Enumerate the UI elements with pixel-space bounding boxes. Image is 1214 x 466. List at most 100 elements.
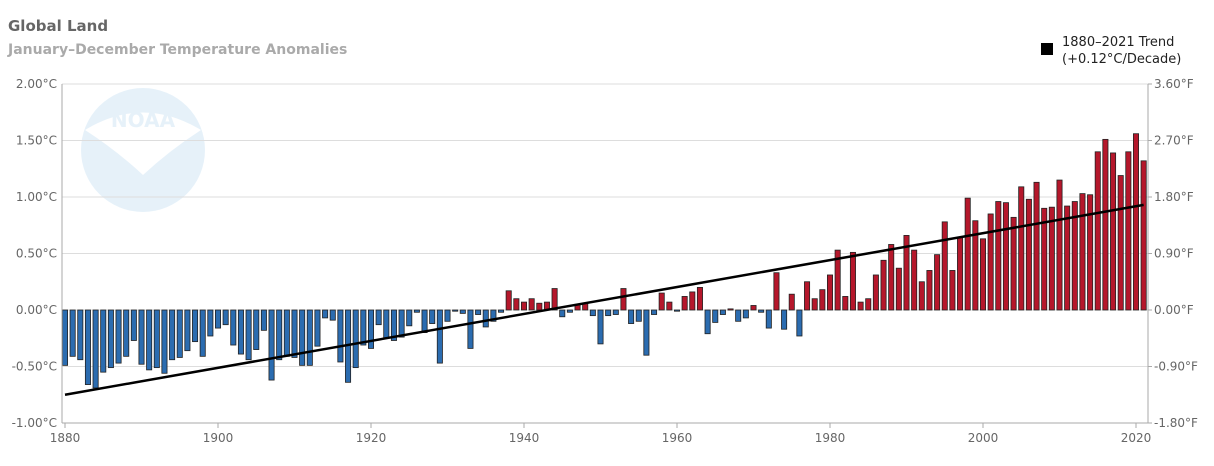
chart-title: Global Land	[8, 17, 109, 35]
bar-1911	[299, 309, 306, 366]
bar-1990	[903, 235, 910, 311]
bar-1950	[597, 309, 604, 345]
bar-1978	[811, 298, 818, 311]
bar-1929	[436, 309, 443, 364]
bar-2020	[1133, 133, 1140, 311]
bar-1965	[712, 309, 719, 323]
bar-1908	[276, 309, 283, 361]
bar-1936	[490, 309, 497, 322]
bar-1996	[949, 270, 956, 311]
bar-1895	[176, 309, 183, 358]
bar-1912	[306, 309, 313, 366]
bar-1972	[765, 309, 772, 329]
bar-2007	[1033, 181, 1040, 311]
bar-1885	[100, 309, 107, 373]
bar-2006	[1025, 198, 1032, 311]
bar-1910	[291, 309, 298, 358]
bar-1887	[115, 309, 122, 364]
bar-2001	[987, 213, 994, 311]
bar-2013	[1079, 193, 1086, 311]
bar-1967	[727, 308, 734, 311]
bar-1953	[620, 288, 627, 311]
x-tick-label: 1880	[50, 431, 81, 445]
y-tick-label-right: -1.80°F	[1154, 416, 1198, 430]
bar-1989	[895, 267, 902, 311]
bar-1893	[161, 309, 168, 374]
bar-2021	[1140, 160, 1147, 311]
bar-2019	[1125, 151, 1132, 311]
x-tick-label: 2000	[968, 431, 999, 445]
bar-2016	[1102, 138, 1109, 311]
bar-1964	[704, 309, 711, 335]
bar-2012	[1071, 201, 1078, 311]
bar-2015	[1094, 151, 1101, 311]
bar-1995	[941, 221, 948, 311]
bar-1945	[559, 309, 566, 318]
y-tick-label-left: -0.50°C	[12, 360, 57, 374]
bar-1986	[872, 274, 879, 311]
noaa-logo: NOAA	[81, 88, 205, 212]
bar-1944	[551, 288, 558, 311]
bar-1979	[819, 289, 826, 311]
bar-1933	[467, 309, 474, 349]
bar-1924	[398, 309, 405, 338]
x-tick-label: 1900	[203, 431, 234, 445]
bar-1894	[169, 309, 176, 361]
bar-1991	[911, 249, 918, 311]
bar-1920	[367, 309, 374, 349]
bar-1992	[918, 281, 925, 311]
bar-1987	[880, 259, 887, 311]
bar-2010	[1056, 179, 1063, 311]
y-tick-label-right: 0.90°F	[1154, 247, 1194, 261]
y-tick-label-left: 2.00°C	[16, 77, 57, 91]
bar-1880	[62, 309, 69, 366]
bar-1959	[666, 301, 673, 311]
chart-subtitle: January–December Temperature Anomalies	[8, 42, 348, 58]
bar-1907	[268, 309, 275, 381]
y-tick-label-left: 1.00°C	[16, 190, 57, 204]
x-tick-label: 1920	[356, 431, 387, 445]
y-tick-label-right: 3.60°F	[1154, 77, 1194, 91]
bar-1886	[107, 309, 114, 369]
bar-1971	[758, 309, 765, 313]
bar-2017	[1110, 152, 1117, 311]
bar-1937	[498, 309, 505, 313]
bar-1963	[696, 286, 703, 311]
x-tick-label: 1960	[662, 431, 693, 445]
bar-1969	[742, 309, 749, 319]
bar-1916	[337, 309, 344, 363]
bar-1970	[750, 305, 757, 311]
bar-1974	[781, 309, 788, 330]
bar-1918	[352, 309, 359, 369]
bar-1909	[283, 309, 290, 357]
bar-1966	[719, 309, 726, 315]
bar-1897	[192, 309, 199, 343]
bar-1923	[390, 309, 397, 341]
y-tick-label-left: -1.00°C	[12, 416, 57, 430]
bar-2008	[1041, 207, 1048, 311]
trend-line	[64, 203, 1144, 396]
bar-1904	[245, 309, 252, 361]
bar-1906	[260, 309, 267, 331]
bar-1938	[505, 290, 512, 311]
bar-2000	[980, 238, 987, 311]
bar-1915	[329, 309, 336, 321]
bar-2003	[1002, 202, 1009, 311]
bar-1903	[237, 309, 244, 355]
bar-1913	[314, 309, 321, 347]
bar-1954	[628, 309, 635, 324]
bar-1983	[849, 251, 856, 311]
bar-1892	[153, 309, 160, 369]
bar-1891	[146, 309, 153, 371]
bar-1998	[964, 197, 971, 311]
bar-2014	[1087, 194, 1094, 311]
bar-1984	[857, 301, 864, 311]
bar-1957	[651, 309, 658, 315]
y-tick-label-left: 0.00°C	[16, 303, 57, 317]
bar-1988	[888, 244, 895, 311]
bar-1922	[383, 309, 390, 339]
y-tick-label-right: 0.00°F	[1154, 303, 1194, 317]
bar-1955	[635, 309, 642, 322]
x-tick-label: 1940	[509, 431, 540, 445]
bar-1914	[322, 309, 329, 319]
